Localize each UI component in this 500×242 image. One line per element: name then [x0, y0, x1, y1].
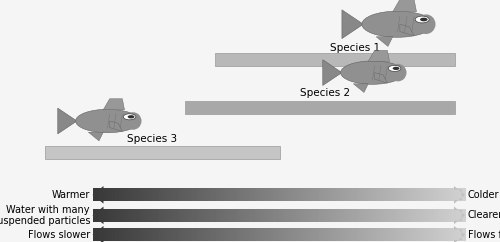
Polygon shape [88, 132, 104, 141]
FancyArrow shape [454, 226, 465, 242]
Ellipse shape [76, 109, 140, 133]
Polygon shape [104, 99, 124, 110]
Text: Species 2: Species 2 [300, 88, 350, 98]
FancyArrow shape [454, 186, 465, 204]
FancyArrow shape [92, 186, 104, 204]
Text: Flows slower: Flows slower [28, 230, 90, 240]
Ellipse shape [390, 64, 406, 81]
Circle shape [420, 18, 428, 21]
Bar [185, 101, 455, 114]
Polygon shape [342, 10, 363, 38]
Text: Water with many
suspended particles: Water with many suspended particles [0, 204, 90, 226]
FancyArrow shape [92, 226, 104, 242]
Text: Species 3: Species 3 [128, 134, 178, 144]
Bar [215, 53, 455, 66]
Ellipse shape [362, 11, 433, 37]
Polygon shape [393, 0, 416, 12]
Polygon shape [368, 50, 390, 61]
Text: Colder: Colder [468, 190, 499, 200]
Text: Flows faster: Flows faster [468, 230, 500, 240]
Polygon shape [110, 121, 122, 131]
Polygon shape [323, 60, 342, 85]
Circle shape [388, 65, 401, 71]
Ellipse shape [340, 61, 404, 84]
Bar [45, 146, 280, 159]
Text: Warmer: Warmer [52, 190, 90, 200]
Ellipse shape [124, 112, 142, 130]
Polygon shape [374, 73, 388, 83]
Polygon shape [400, 24, 414, 36]
Ellipse shape [416, 15, 436, 34]
Polygon shape [58, 108, 77, 134]
FancyArrow shape [92, 207, 104, 224]
Circle shape [415, 16, 429, 23]
Circle shape [124, 114, 136, 120]
Circle shape [392, 67, 400, 70]
Polygon shape [354, 84, 368, 92]
Text: Clearer: Clearer [468, 210, 500, 220]
Polygon shape [376, 37, 393, 46]
Circle shape [128, 115, 134, 118]
FancyArrow shape [454, 207, 465, 224]
Text: Species 1: Species 1 [330, 43, 380, 53]
